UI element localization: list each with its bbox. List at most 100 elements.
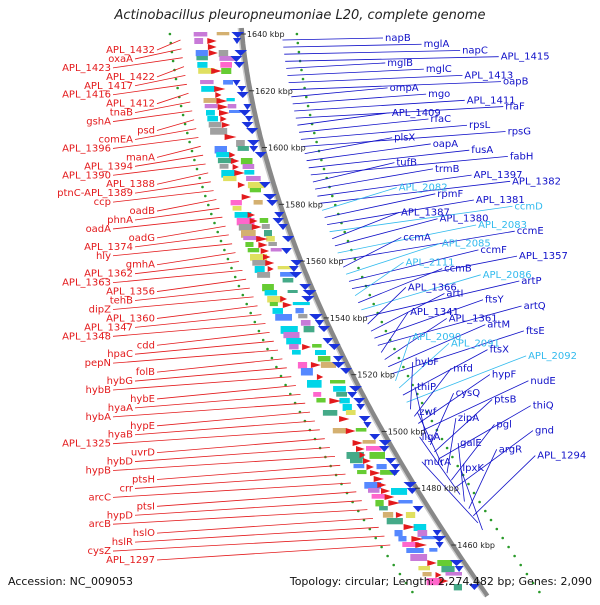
right-gene-label: nudE bbox=[530, 376, 555, 387]
right-gene-label: APL_1411 bbox=[467, 95, 516, 106]
feature-block bbox=[259, 218, 269, 223]
left-label-leader bbox=[134, 75, 186, 87]
track-dot-inner bbox=[201, 185, 204, 189]
right-label-leader bbox=[287, 68, 424, 76]
feature-block bbox=[242, 164, 255, 169]
reverse-gene-arrow bbox=[282, 236, 295, 242]
right-label-leader bbox=[294, 99, 465, 112]
track-dot-outer bbox=[357, 266, 360, 270]
reverse-gene-arrow bbox=[299, 284, 312, 290]
track-dot-outer bbox=[297, 50, 301, 54]
right-label-leader bbox=[304, 137, 393, 154]
right-label-leader bbox=[351, 255, 518, 289]
right-label-leader bbox=[455, 430, 534, 488]
left-gene-label: hybG bbox=[107, 376, 133, 387]
forward-gene-arrow bbox=[256, 236, 268, 242]
left-label-leader bbox=[112, 349, 279, 364]
feature-block bbox=[382, 512, 394, 518]
forward-gene-arrow bbox=[363, 458, 371, 464]
left-label-leader bbox=[134, 101, 191, 114]
right-gene-label: artQ bbox=[524, 301, 546, 312]
track-dot-inner bbox=[181, 113, 185, 117]
feature-block bbox=[204, 104, 218, 109]
track-dot-outer bbox=[489, 518, 493, 522]
right-gene-label: APL_2083 bbox=[478, 220, 527, 231]
feature-block bbox=[413, 524, 427, 531]
track-dot-outer bbox=[384, 329, 388, 333]
track-dot-inner bbox=[210, 212, 213, 216]
left-label-leader bbox=[112, 243, 233, 257]
left-label-leader bbox=[112, 216, 223, 230]
right-gene-label: ftsX bbox=[490, 345, 509, 356]
feature-block bbox=[282, 278, 294, 283]
left-gene-label: APL_1356 bbox=[106, 287, 155, 298]
reverse-gene-arrow bbox=[241, 122, 254, 128]
reverse-gene-arrow bbox=[349, 386, 362, 392]
feature-block bbox=[216, 152, 230, 158]
left-label-leader bbox=[112, 509, 368, 525]
feature-block bbox=[218, 50, 229, 57]
reverse-gene-arrow bbox=[301, 296, 315, 302]
right-label-leader bbox=[377, 305, 522, 346]
forward-gene-arrow bbox=[215, 92, 222, 98]
reverse-gene-arrow bbox=[266, 200, 279, 206]
left-label-leader bbox=[134, 340, 274, 355]
feature-block bbox=[266, 236, 275, 242]
feature-block bbox=[417, 530, 428, 537]
track-dot-inner bbox=[411, 590, 414, 594]
track-dot-outer bbox=[456, 464, 460, 468]
right-label-leader bbox=[361, 274, 481, 311]
reverse-gene-arrow bbox=[406, 488, 418, 494]
track-dot-inner bbox=[176, 86, 179, 90]
left-gene-label: tehB bbox=[110, 296, 133, 307]
right-gene-label: APL_2082 bbox=[399, 183, 448, 194]
reverse-gene-arrow bbox=[232, 80, 241, 86]
right-label-leader bbox=[410, 362, 414, 410]
right-gene-label: mglB bbox=[387, 58, 413, 69]
right-gene-label: napB bbox=[385, 33, 411, 44]
track-dot-inner bbox=[261, 338, 265, 342]
track-dot-inner bbox=[226, 257, 230, 261]
right-label-leader bbox=[402, 349, 488, 396]
right-label-leader bbox=[285, 56, 499, 62]
left-label-leader bbox=[112, 110, 193, 122]
kbp-tick-label: 1500 kbp bbox=[388, 427, 426, 436]
right-label-leader bbox=[438, 405, 531, 460]
track-dot-inner bbox=[245, 302, 248, 306]
reverse-gene-arrow bbox=[232, 38, 242, 44]
track-dot-inner bbox=[204, 194, 207, 198]
track-dot-inner bbox=[266, 347, 269, 351]
left-gene-label: APL_1363 bbox=[62, 278, 111, 289]
forward-gene-arrow bbox=[356, 446, 365, 452]
feature-block bbox=[207, 116, 218, 122]
reverse-gene-arrow bbox=[412, 506, 424, 512]
track-dot-outer bbox=[420, 401, 424, 405]
forward-gene-arrow bbox=[339, 416, 350, 422]
track-dot-outer bbox=[495, 527, 499, 531]
reverse-gene-arrow bbox=[390, 464, 401, 470]
right-gene-label: tufB bbox=[396, 158, 417, 169]
right-label-leader bbox=[297, 112, 390, 126]
track-dot-outer bbox=[331, 194, 334, 198]
right-label-leader bbox=[367, 286, 407, 325]
reverse-gene-arrow bbox=[403, 482, 417, 488]
right-gene-label: ccmA bbox=[403, 232, 431, 243]
track-dot-outer bbox=[300, 68, 303, 72]
left-gene-label: oxaA bbox=[108, 54, 133, 65]
feature-block bbox=[453, 584, 462, 591]
track-dot-outer bbox=[501, 536, 505, 540]
reverse-gene-arrow bbox=[353, 398, 366, 404]
right-gene-label: rfaC bbox=[430, 114, 451, 125]
feature-block bbox=[362, 440, 376, 444]
track-dot-inner bbox=[179, 104, 183, 108]
left-gene-label: cysZ bbox=[88, 546, 112, 557]
track-dot-outer bbox=[305, 95, 308, 99]
right-label-leader bbox=[473, 455, 536, 517]
left-gene-label: APL_1362 bbox=[84, 269, 133, 280]
left-label-leader bbox=[112, 482, 351, 498]
right-gene-label: thiQ bbox=[533, 401, 554, 412]
left-label-leader bbox=[112, 83, 187, 96]
left-gene-label: arcB bbox=[89, 519, 112, 530]
feature-block bbox=[353, 464, 365, 469]
feature-block bbox=[195, 50, 208, 57]
